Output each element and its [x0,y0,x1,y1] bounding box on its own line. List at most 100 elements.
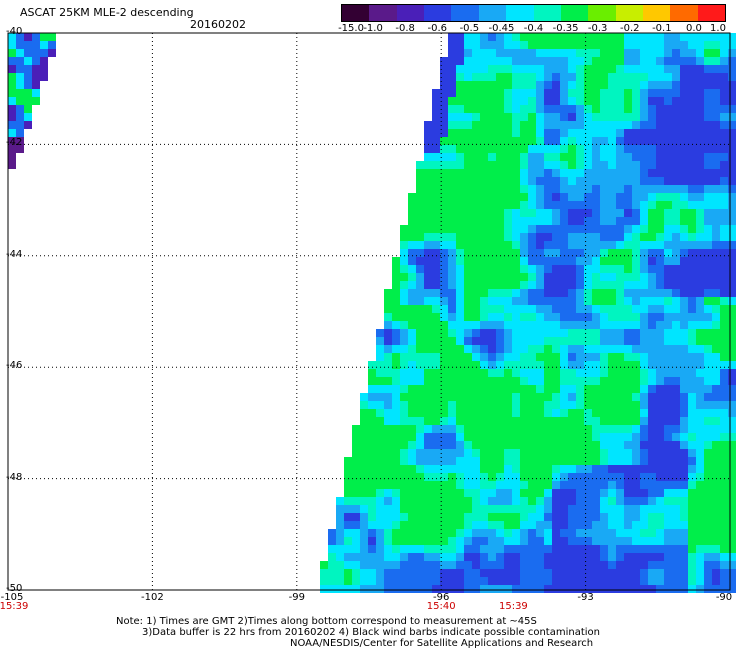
swath-cell [584,441,592,449]
swath-cell [608,41,616,49]
swath-cell [528,289,536,297]
swath-cell [600,249,608,257]
swath-cell [328,585,336,593]
swath-cell [400,249,408,257]
swath-cell [688,265,696,273]
swath-cell [704,585,712,593]
swath-cell [496,49,504,57]
swath-cell [664,513,672,521]
swath-cell [440,393,448,401]
swath-cell [656,337,664,345]
swath-cell [680,233,688,241]
swath-cell [552,161,560,169]
swath-cell [496,393,504,401]
swath-cell [528,465,536,473]
swath-cell [664,417,672,425]
swath-cell [408,457,416,465]
swath-cell [504,273,512,281]
swath-cell [672,41,680,49]
swath-cell [400,289,408,297]
swath-cell [456,401,464,409]
swath-cell [568,481,576,489]
swath-cell [496,281,504,289]
swath-cell [472,529,480,537]
swath-cell [584,81,592,89]
swath-cell [624,249,632,257]
swath-cell [416,329,424,337]
swath-cell [696,241,704,249]
swath-cell [704,465,712,473]
swath-cell [464,129,472,137]
swath-cell [648,177,656,185]
swath-cell [16,65,24,73]
swath-cell [32,65,40,73]
swath-cell [448,137,456,145]
swath-cell [504,281,512,289]
swath-cell [704,425,712,433]
swath-cell [712,505,720,513]
swath-cell [592,201,600,209]
swath-cell [720,353,728,361]
swath-cell [24,105,32,113]
swath-cell [616,129,624,137]
swath-cell [624,89,632,97]
swath-cell [504,449,512,457]
swath-cell [520,353,528,361]
swath-cell [640,65,648,73]
swath-cell [376,481,384,489]
swath-cell [536,273,544,281]
swath-cell [680,33,688,41]
swath-cell [432,345,440,353]
swath-cell [480,321,488,329]
swath-cell [464,305,472,313]
colorbar-label: -15.0 [338,23,364,34]
swath-cell [472,289,480,297]
swath-cell [648,273,656,281]
swath-cell [720,553,728,561]
swath-cell [512,417,520,425]
swath-cell [536,345,544,353]
swath-cell [24,41,32,49]
lat-label: -44 [6,248,23,260]
swath-cell [496,385,504,393]
swath-cell [664,497,672,505]
swath-cell [704,505,712,513]
swath-cell [648,345,656,353]
swath-cell [400,409,408,417]
swath-cell [640,449,648,457]
swath-cell [480,241,488,249]
swath-cell [512,433,520,441]
swath-cell [424,505,432,513]
swath-cell [360,577,368,585]
swath-cell [560,137,568,145]
swath-cell [536,297,544,305]
swath-cell [560,377,568,385]
swath-cell [320,561,328,569]
swath-cell [680,497,688,505]
swath-cell [704,537,712,545]
swath-cell [648,449,656,457]
swath-cell [384,425,392,433]
swath-cell [576,201,584,209]
swath-cell [712,241,720,249]
swath-cell [464,457,472,465]
swath-cell [600,105,608,113]
swath-cell [568,425,576,433]
swath-cell [616,441,624,449]
swath-cell [720,265,728,273]
swath-cell [696,529,704,537]
swath-cell [400,457,408,465]
swath-cell [624,153,632,161]
swath-cell [608,393,616,401]
swath-cell [600,585,608,593]
swath-cell [520,385,528,393]
swath-cell [616,145,624,153]
swath-cell [528,153,536,161]
swath-cell [448,209,456,217]
swath-cell [488,465,496,473]
swath-cell [728,345,736,353]
swath-cell [448,409,456,417]
swath-cell [672,305,680,313]
swath-cell [520,273,528,281]
swath-cell [472,297,480,305]
